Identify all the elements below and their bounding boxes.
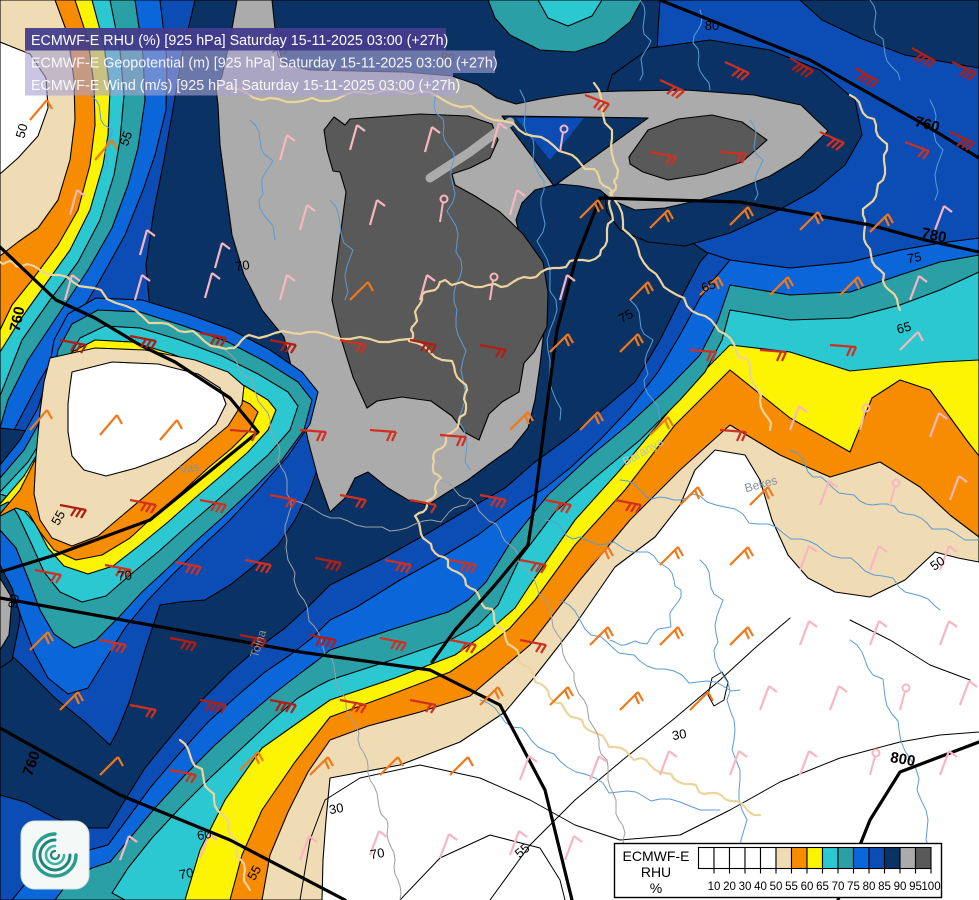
svg-text:85: 85 <box>878 881 891 893</box>
svg-text:30: 30 <box>671 726 688 743</box>
svg-text:50: 50 <box>13 122 31 140</box>
svg-text:55: 55 <box>48 508 68 528</box>
svg-text:55: 55 <box>244 863 264 883</box>
svg-text:ECMWF-E Geopotential (m) [925: ECMWF-E Geopotential (m) [925 hPa] Satur… <box>31 56 498 72</box>
svg-text:70: 70 <box>369 845 386 862</box>
svg-text:20: 20 <box>723 881 736 893</box>
svg-text:760: 760 <box>7 305 29 333</box>
svg-text:760: 760 <box>913 113 942 136</box>
svg-text:65: 65 <box>816 881 829 893</box>
svg-text:70: 70 <box>832 881 845 893</box>
svg-text:Vas: Vas <box>178 459 200 476</box>
svg-text:90: 90 <box>894 881 907 893</box>
svg-text:65: 65 <box>895 319 913 337</box>
svg-text:95: 95 <box>909 881 922 893</box>
svg-text:55: 55 <box>785 881 798 893</box>
svg-text:70: 70 <box>234 257 250 274</box>
svg-text:50: 50 <box>770 881 783 893</box>
svg-text:30: 30 <box>328 800 345 817</box>
svg-text:RHU: RHU <box>641 864 671 880</box>
svg-text:75: 75 <box>906 249 923 266</box>
svg-text:30: 30 <box>739 881 752 893</box>
svg-text:100: 100 <box>921 881 940 893</box>
svg-text:780: 780 <box>920 225 948 247</box>
svg-text:800: 800 <box>889 749 917 770</box>
svg-text:ECMWF-E Wind (m/s) [925 hPa] S: ECMWF-E Wind (m/s) [925 hPa] Saturday 15… <box>31 78 460 94</box>
svg-text:40: 40 <box>754 881 767 893</box>
svg-text:75: 75 <box>847 881 860 893</box>
svg-text:ECMWF-E RHU (%) [925 hPa] Satu: ECMWF-E RHU (%) [925 hPa] Saturday 15-11… <box>31 33 448 49</box>
svg-text:55: 55 <box>116 129 135 148</box>
svg-text:70: 70 <box>117 567 133 583</box>
svg-text:10: 10 <box>708 881 721 893</box>
svg-text:70: 70 <box>178 865 195 882</box>
svg-text:80: 80 <box>705 18 719 33</box>
svg-text:75: 75 <box>616 306 636 326</box>
svg-text:60: 60 <box>196 826 213 843</box>
svg-text:65: 65 <box>699 276 718 295</box>
svg-text:%: % <box>650 880 662 896</box>
svg-text:90: 90 <box>5 593 22 610</box>
svg-text:80: 80 <box>863 881 876 893</box>
svg-text:50: 50 <box>927 553 947 574</box>
svg-text:60: 60 <box>801 881 814 893</box>
svg-text:ECMWF-E: ECMWF-E <box>623 848 690 864</box>
